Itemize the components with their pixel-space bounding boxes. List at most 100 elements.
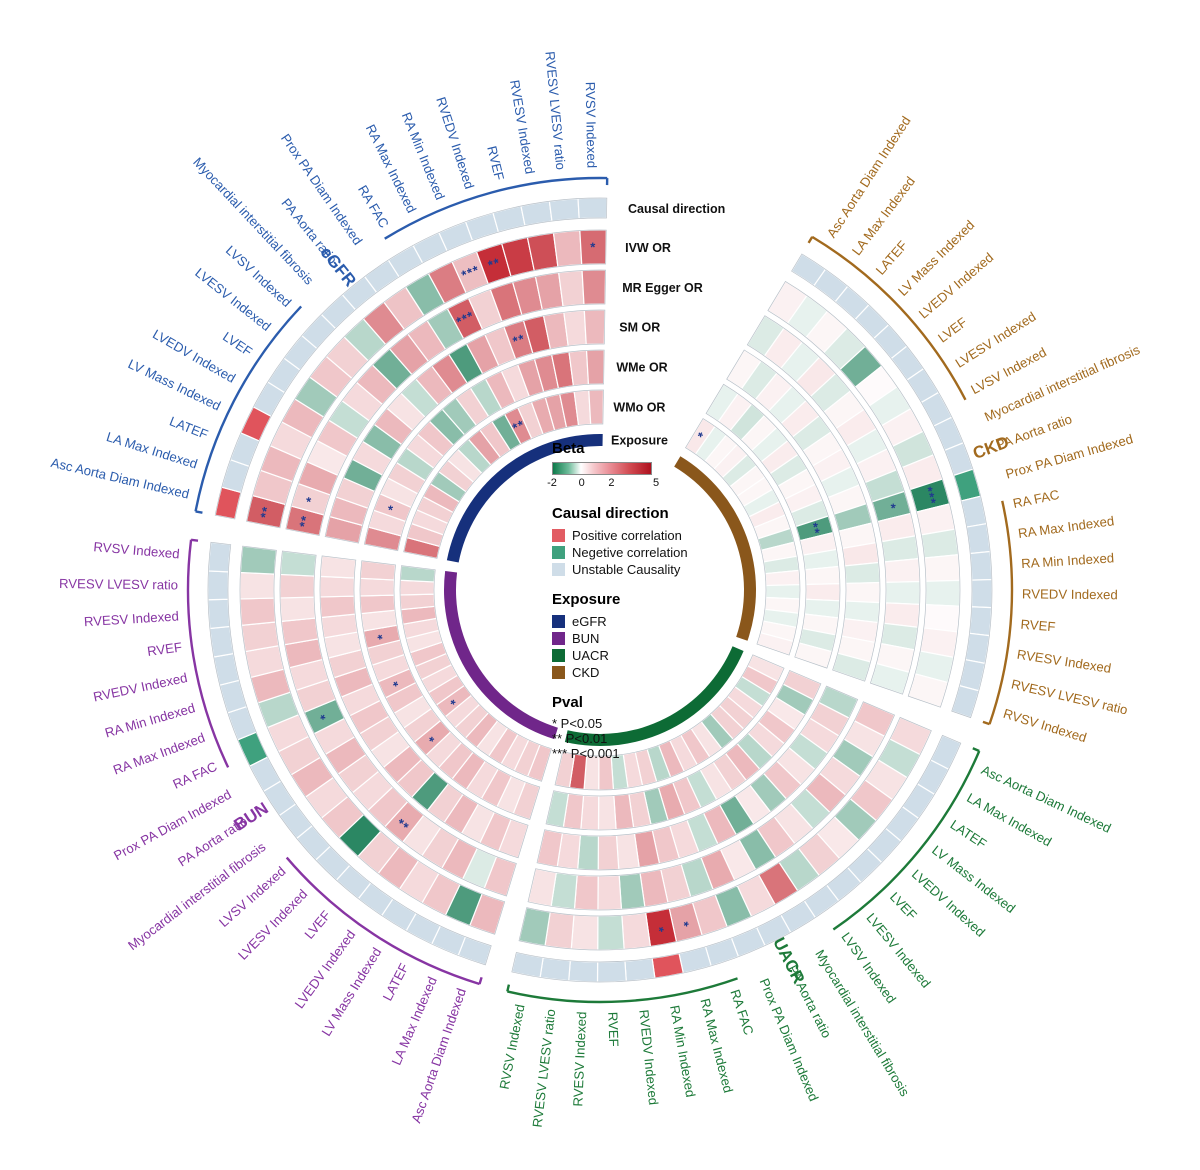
wme-cell <box>359 594 396 615</box>
outcome-label: LATEF <box>873 238 911 278</box>
significance-stars: * <box>656 920 665 936</box>
significance-stars: ** <box>296 514 313 529</box>
ring-label: SM OR <box>619 321 660 335</box>
ring-outline <box>207 541 492 966</box>
causal-cell <box>207 570 230 601</box>
quadrant-bracket <box>186 539 230 768</box>
pval-item: * P<0.05 <box>552 716 603 731</box>
quadrant-bracket <box>811 235 967 401</box>
outcome-label: RVEF <box>1020 617 1056 635</box>
causal-cell <box>970 578 993 609</box>
outcome-label: RVEDV Indexed <box>1022 586 1118 602</box>
pval-legend: Pval * P<0.05 ** P<0.01 *** P<0.001 <box>552 694 732 761</box>
bracket-tick <box>190 538 199 542</box>
causal-cell <box>548 197 580 222</box>
wme-cell <box>359 560 397 581</box>
ring-outline <box>791 253 993 719</box>
legend-label: Unstable Causality <box>572 562 681 577</box>
significance-stars: ** <box>257 505 274 520</box>
significance-stars: ** <box>510 417 528 436</box>
outcome-label: LATEF <box>167 413 210 442</box>
ring-label: MR Egger OR <box>622 281 703 295</box>
ring-outline <box>767 280 961 708</box>
outcome-label: RA Min Indexed <box>667 1004 698 1098</box>
sm-cell <box>844 561 881 585</box>
ring-outline <box>536 685 859 871</box>
causal-cell <box>960 495 988 528</box>
ring-outline <box>399 565 552 782</box>
mregger-cell <box>279 573 315 599</box>
bracket-tick <box>807 236 814 244</box>
bracket-tick <box>972 747 980 753</box>
mregger-cell <box>597 874 623 911</box>
legend-label: Positive correlation <box>572 528 682 543</box>
significance-stars: ** <box>511 331 527 349</box>
uacr-swatch <box>552 649 565 662</box>
outcome-label: RVESV Indexed <box>83 608 179 629</box>
ring-outline <box>518 716 932 951</box>
outcome-label: LVEF <box>220 329 255 359</box>
outcome-label: LVEF <box>887 889 920 922</box>
ivw-cell <box>552 229 583 268</box>
significance-stars: * <box>590 240 596 255</box>
negative-swatch <box>552 546 565 559</box>
ivw-cell <box>920 528 959 559</box>
significance-stars: * <box>389 677 405 689</box>
outcome-label: RVSV Indexed <box>1001 706 1088 746</box>
ring-label: WMo OR <box>613 400 665 414</box>
ring-outline <box>319 555 529 859</box>
outcome-label: RVESV Indexed <box>570 1011 589 1107</box>
ivw-cell <box>518 906 551 947</box>
beta-tick-labels: -2 0 2 5 <box>547 477 659 492</box>
outcome-label: RVSV Indexed <box>93 539 180 561</box>
sm-cell <box>319 575 355 598</box>
wme-cell <box>597 794 617 831</box>
outcome-label: RA Min Indexed <box>103 700 197 740</box>
causal-cell <box>492 205 526 233</box>
outcome-label: Asc Aorta Diam Indexed <box>979 762 1113 836</box>
ring-outline <box>324 309 606 544</box>
mregger-cell <box>527 867 557 907</box>
ivw-cell <box>923 554 961 582</box>
ckd-swatch <box>552 666 565 679</box>
beta-tick: -2 <box>547 477 557 489</box>
mregger-cell <box>279 596 317 623</box>
causal-cell <box>539 956 571 982</box>
quadrant-bracket <box>384 176 608 240</box>
beta-colorbar <box>552 462 652 475</box>
ring-outline <box>726 349 881 682</box>
wmo-cell <box>399 564 436 583</box>
ring-outline <box>214 197 608 520</box>
ring-outline <box>705 383 841 669</box>
causal-cell <box>968 606 993 637</box>
ring-outline <box>545 670 822 831</box>
wme-cell <box>804 565 841 586</box>
mregger-cell <box>885 580 921 606</box>
outcome-label: RVESV LVESV ratio <box>530 1008 559 1128</box>
legend-item-unstable: Unstable Causality <box>552 561 732 578</box>
sm-cell <box>319 595 356 619</box>
bracket-tick <box>506 984 511 992</box>
ivw-cell <box>925 579 961 607</box>
ring-outline <box>246 229 607 529</box>
legend-item-negative: Negetive correlation <box>552 544 732 561</box>
causal-cell <box>213 652 240 686</box>
bun-swatch <box>552 632 565 645</box>
significance-stars: *** <box>454 308 477 330</box>
causal-cell <box>953 468 982 502</box>
causal-cell <box>511 951 544 979</box>
ring-outline <box>511 734 962 983</box>
legend-label: BUN <box>572 631 600 646</box>
outcome-label: RVEDV Indexed <box>92 670 189 705</box>
exposure-ring-BUN <box>443 570 558 740</box>
ring-label: Causal direction <box>628 202 725 216</box>
causal-cell <box>219 679 248 714</box>
sm-cell <box>615 832 640 871</box>
significance-stars: * <box>316 710 332 722</box>
significance-stars: * <box>374 632 390 641</box>
legend-item-positive: Positive correlation <box>552 527 732 544</box>
bracket-tick <box>195 510 203 514</box>
causal-cell <box>651 952 684 979</box>
